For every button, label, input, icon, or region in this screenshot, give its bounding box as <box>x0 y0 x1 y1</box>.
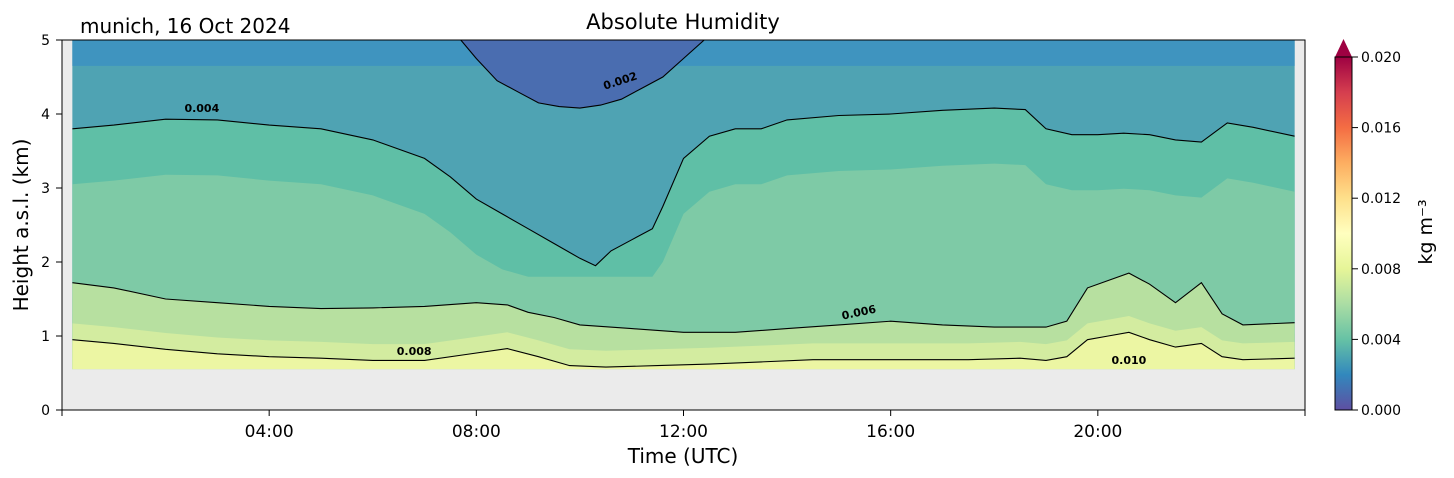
colorbar-tick-label: 0.004 <box>1361 332 1401 348</box>
colorbar-tick-label: 0.012 <box>1361 191 1401 207</box>
y-tick-label: 2 <box>41 255 50 271</box>
humidity-bands <box>62 40 1305 410</box>
colorbar-frame <box>1334 56 1353 411</box>
x-tick-label: 04:00 <box>245 422 294 442</box>
colorbar: 0.000 0.004 0.008 0.012 0.016 0.020 kg m⁻³ <box>1334 39 1437 419</box>
colorbar-tick-label: 0.020 <box>1361 50 1401 66</box>
y-tick-label: 1 <box>41 329 50 345</box>
contour-line-0.004 <box>72 107 1295 267</box>
band-dry-core <box>460 40 705 109</box>
contour-label-0.008: 0.008 <box>397 345 432 358</box>
y-tick-label: 3 <box>41 181 50 197</box>
x-tick-label: 12:00 <box>659 422 708 442</box>
y-tick-label: 5 <box>41 33 50 49</box>
contour-label-0.010: 0.010 <box>1112 354 1147 367</box>
x-tick-label: 16:00 <box>866 422 915 442</box>
contour-line-0.006 <box>72 272 1295 333</box>
y-tick-label: 4 <box>41 107 50 123</box>
y-tick-label: 0 <box>41 403 50 419</box>
colorbar-tick-label: 0.000 <box>1361 403 1401 419</box>
contour-line-0.008 <box>72 331 1295 368</box>
x-tick-label: 08:00 <box>452 422 501 442</box>
colorbar-tick-label: 0.016 <box>1361 121 1401 137</box>
y-axis: 0 1 2 3 4 5 <box>41 33 62 419</box>
location-date-label: munich, 16 Oct 2024 <box>80 14 290 38</box>
band-low <box>72 316 1295 370</box>
contour-label-0.004: 0.004 <box>184 102 219 115</box>
x-tick-label: 20:00 <box>1073 422 1122 442</box>
colorbar-tick-label: 0.008 <box>1361 262 1401 278</box>
colorbar-ticks: 0.000 0.004 0.008 0.012 0.016 0.020 <box>1352 50 1401 419</box>
colorbar-label: kg m⁻³ <box>1415 199 1437 264</box>
x-axis: 04:00 08:00 12:00 16:00 20:00 <box>61 410 1306 442</box>
x-axis-label: Time (UTC) <box>627 444 739 468</box>
chart-title: Absolute Humidity <box>586 10 780 34</box>
y-axis-label: Height a.s.l. (km) <box>9 139 33 312</box>
colorbar-extend-arrow <box>1335 39 1352 57</box>
no-data-region <box>62 369 1305 410</box>
band-above-0.008 <box>72 332 1295 370</box>
colorbar-gradient <box>1335 57 1352 410</box>
contour-line-0.002 <box>460 40 705 109</box>
